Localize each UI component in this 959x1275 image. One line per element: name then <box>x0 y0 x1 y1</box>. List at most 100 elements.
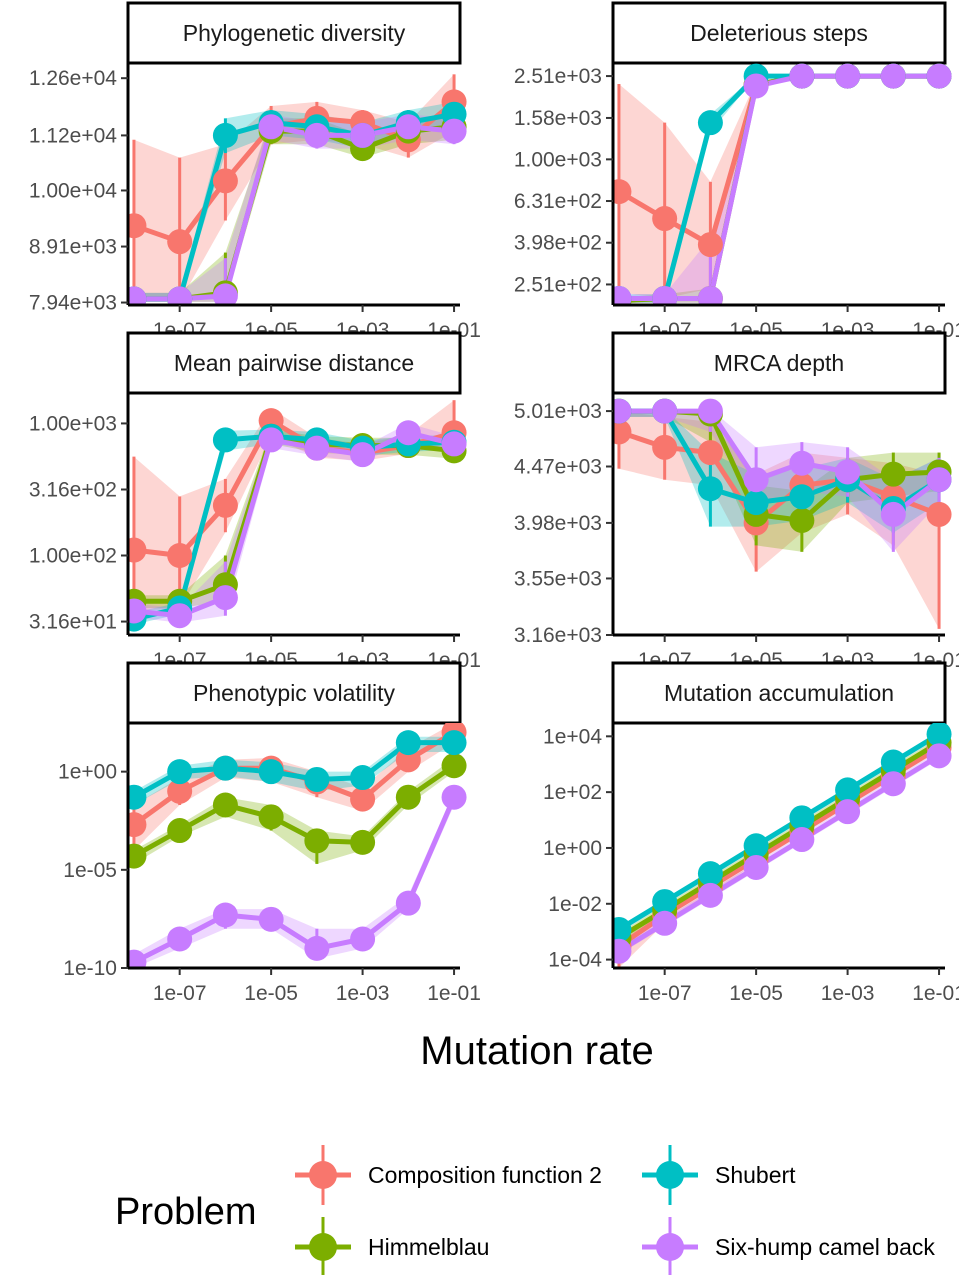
panel-plot-deleterious-steps <box>613 63 952 305</box>
data-point-six-hump-camel-back <box>441 784 467 810</box>
data-point-six-hump-camel-back <box>167 286 193 305</box>
data-point-shubert <box>743 833 769 859</box>
data-point-six-hump-camel-back <box>395 890 421 916</box>
data-point-composition-function-2 <box>167 229 193 255</box>
data-point-shubert <box>789 805 815 831</box>
y-tick-label-deleterious-steps: 3.98e+02 <box>514 232 602 255</box>
data-point-composition-function-2 <box>697 232 723 258</box>
data-point-composition-function-2 <box>697 440 723 466</box>
panel-title-deleterious-steps: Deleterious steps <box>690 20 868 46</box>
panel-mrca-depth: MRCA depth 3.16e+03 3.55e+03 3.98e+03 4.47e+… <box>514 331 959 672</box>
y-tick-label-mrca-depth: 3.16e+03 <box>514 624 602 647</box>
data-point-shubert <box>613 916 632 942</box>
data-point-six-hump-camel-back <box>835 63 861 89</box>
legend: Problem Composition function 2 Shubert Himm… <box>115 1145 935 1275</box>
y-tick-label-phylogenetic-diversity: 8.91e+03 <box>29 236 117 259</box>
data-point-himmelblau <box>212 792 238 818</box>
y-tick-label-mutation-accumulation: 1e+00 <box>543 837 602 860</box>
x-tick-label-mutation-accumulation: 1e-07 <box>638 982 692 1005</box>
data-point-six-hump-camel-back <box>835 459 861 485</box>
data-point-shubert <box>835 777 861 803</box>
data-point-shubert <box>789 484 815 510</box>
panel-strip-deleterious-steps <box>611 1 947 65</box>
data-point-shubert <box>212 427 238 453</box>
y-tick-label-deleterious-steps: 2.51e+02 <box>514 273 602 296</box>
legend-key-shubert <box>642 1145 698 1205</box>
data-point-shubert <box>212 755 238 781</box>
data-point-composition-function-2 <box>212 168 238 194</box>
legend-key-six-hump-camel-back <box>642 1217 698 1275</box>
data-point-composition-function-2 <box>652 434 678 460</box>
y-tick-label-mutation-accumulation: 1e-04 <box>548 949 602 972</box>
panel-strip-mean-pairwise-distance <box>126 331 462 395</box>
data-point-six-hump-camel-back <box>212 585 238 611</box>
y-tick-label-deleterious-steps: 1.00e+03 <box>514 148 602 171</box>
panel-strip-phenotypic-volatility <box>126 661 462 725</box>
legend-key-point <box>309 1161 337 1189</box>
data-point-composition-function-2 <box>212 492 238 518</box>
ribbon-composition-function-2 <box>133 723 455 851</box>
x-tick-label-phenotypic-volatility: 1e-03 <box>336 982 390 1005</box>
y-tick-label-phylogenetic-diversity: 7.94e+03 <box>29 292 117 315</box>
ribbon-himmelblau <box>133 114 455 302</box>
data-point-six-hump-camel-back <box>304 122 330 148</box>
data-point-shubert <box>167 759 193 785</box>
legend-label-shubert: Shubert <box>715 1162 796 1188</box>
y-tick-label-phylogenetic-diversity: 1.26e+04 <box>29 67 117 90</box>
data-point-shubert <box>304 766 330 792</box>
data-point-composition-function-2 <box>128 213 147 239</box>
data-point-himmelblau <box>441 753 467 779</box>
x-tick-label-phenotypic-volatility: 1e-05 <box>244 982 298 1005</box>
y-tick-label-phylogenetic-diversity: 1.00e+04 <box>29 179 117 202</box>
data-point-six-hump-camel-back <box>167 603 193 629</box>
data-point-six-hump-camel-back <box>304 435 330 461</box>
data-point-himmelblau <box>880 461 906 487</box>
data-point-six-hump-camel-back <box>789 63 815 89</box>
data-point-six-hump-camel-back <box>926 467 952 493</box>
data-point-six-hump-camel-back <box>789 450 815 476</box>
legend-key-point <box>656 1161 684 1189</box>
data-point-shubert <box>128 784 147 810</box>
y-tick-label-phylogenetic-diversity: 1.12e+04 <box>29 124 117 147</box>
data-point-six-hump-camel-back <box>926 743 952 769</box>
data-point-shubert <box>697 861 723 887</box>
data-point-six-hump-camel-back <box>652 285 678 305</box>
y-tick-label-mean-pairwise-distance: 1.00e+02 <box>29 544 117 567</box>
y-tick-label-mean-pairwise-distance: 1.00e+03 <box>29 412 117 435</box>
data-point-six-hump-camel-back <box>743 73 769 99</box>
data-point-six-hump-camel-back <box>128 949 147 968</box>
ribbon-six-hump-camel-back <box>133 114 455 302</box>
panel-strip-mutation-accumulation <box>611 661 947 725</box>
data-point-shubert <box>926 723 952 747</box>
panel-plot-phylogenetic-diversity <box>128 74 467 305</box>
data-point-six-hump-camel-back <box>258 427 284 453</box>
data-point-six-hump-camel-back <box>652 910 678 936</box>
data-point-himmelblau <box>167 818 193 844</box>
data-point-six-hump-camel-back <box>613 938 632 964</box>
data-point-six-hump-camel-back <box>880 501 906 527</box>
data-point-six-hump-camel-back <box>350 122 376 148</box>
x-axis-title: Mutation rate <box>420 1029 653 1073</box>
data-point-composition-function-2 <box>128 812 147 838</box>
data-point-six-hump-camel-back <box>743 467 769 493</box>
data-point-composition-function-2 <box>613 419 632 445</box>
data-point-composition-function-2 <box>395 747 421 773</box>
data-point-himmelblau <box>395 784 421 810</box>
panel-title-phylogenetic-diversity: Phylogenetic diversity <box>183 20 406 46</box>
legend-title: Problem <box>115 1191 257 1233</box>
panel-strip-mrca-depth <box>611 331 947 395</box>
data-point-composition-function-2 <box>167 778 193 804</box>
ribbon-composition-function-2 <box>133 74 455 302</box>
data-point-shubert <box>652 889 678 915</box>
legend-key-point <box>656 1233 684 1261</box>
legend-key-point <box>309 1233 337 1261</box>
panel-strip-phylogenetic-diversity <box>126 1 462 65</box>
data-point-six-hump-camel-back <box>613 285 632 305</box>
data-point-himmelblau <box>304 828 330 854</box>
data-point-six-hump-camel-back <box>789 827 815 853</box>
data-point-six-hump-camel-back <box>743 854 769 880</box>
legend-label-composition-function-2: Composition function 2 <box>368 1162 602 1188</box>
data-point-himmelblau <box>258 804 284 830</box>
ribbon-shubert <box>133 736 455 805</box>
